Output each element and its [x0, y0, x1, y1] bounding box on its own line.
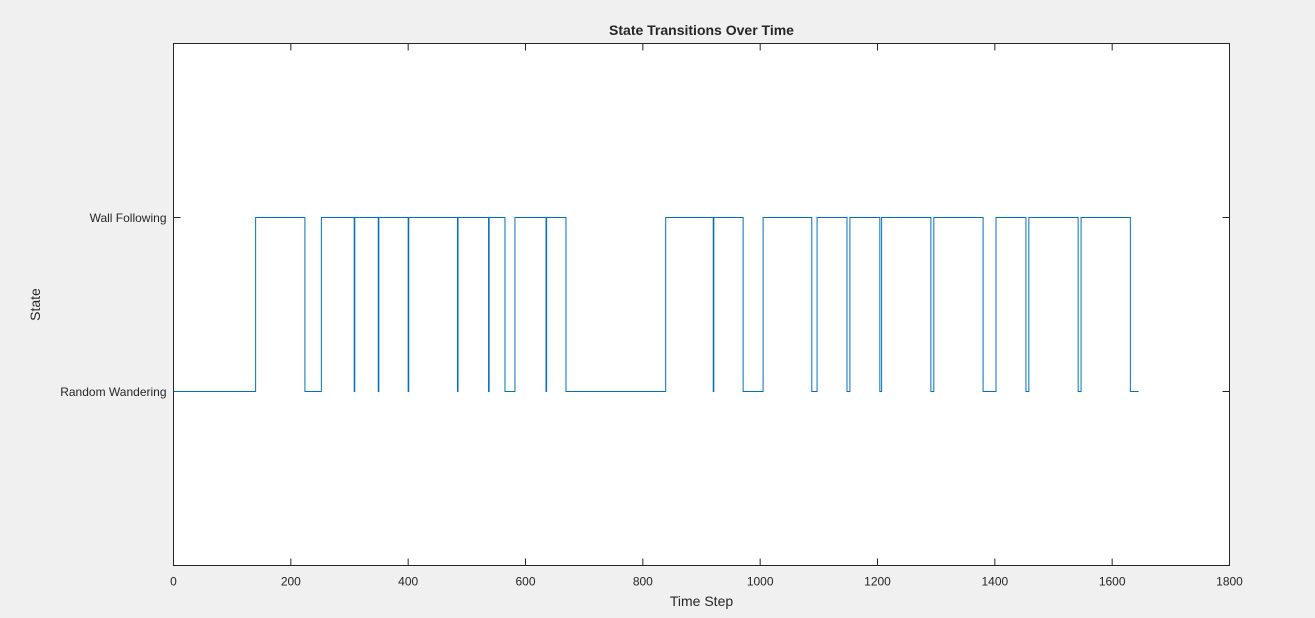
x-tick-label: 600: [515, 575, 535, 589]
x-tick-label: 1400: [981, 575, 1008, 589]
chart-title: State Transitions Over Time: [609, 22, 794, 38]
plot-area: [173, 43, 1230, 566]
y-axis-label: State: [27, 288, 43, 321]
y-tick-label: Wall Following: [90, 211, 167, 225]
axes-box: [173, 43, 1230, 566]
x-tick-label: 800: [633, 575, 653, 589]
x-axis-label: Time Step: [670, 593, 733, 609]
x-tick-label: 1200: [864, 575, 891, 589]
x-tick-label: 0: [170, 575, 177, 589]
series-layer: [173, 217, 1139, 392]
x-tick-label: 1000: [747, 575, 774, 589]
x-tick-label: 200: [281, 575, 301, 589]
x-tick-label: 1800: [1216, 575, 1243, 589]
axis-ticks: 0 200 400 600 800 1000 1200 1400 1600 1800 Random …: [60, 43, 1243, 589]
state-series-line: [173, 217, 1139, 392]
y-tick-label: Random Wandering: [60, 385, 166, 399]
x-tick-label: 1600: [1099, 575, 1126, 589]
x-tick-label: 400: [398, 575, 418, 589]
